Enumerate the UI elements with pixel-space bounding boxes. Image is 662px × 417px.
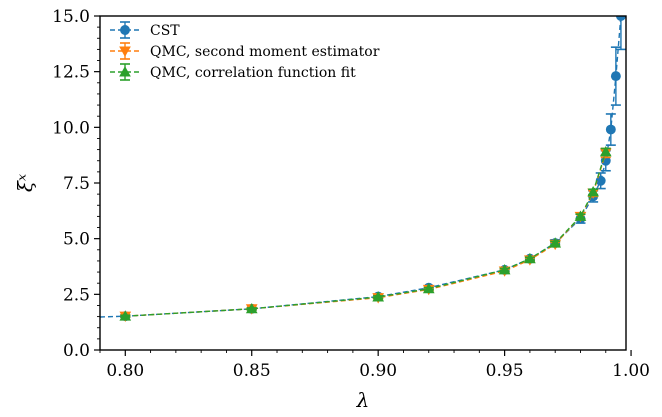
axis-ticks: 0.80 0.85 0.90 0.95 1.00 0.0 2.5 5.0 7.5 10.0 12.5…	[52, 7, 650, 381]
y-tick-label: 2.5	[63, 285, 90, 305]
y-tick-label: 10.0	[52, 118, 90, 138]
data-point	[610, 71, 621, 82]
data-point	[245, 302, 258, 314]
data-point	[422, 282, 435, 294]
data-point	[599, 145, 612, 157]
x-axis-label: λ	[356, 388, 370, 412]
data-point	[587, 186, 599, 197]
legend-item: CST	[110, 21, 180, 39]
series-2	[119, 147, 612, 323]
legend-item: QMC, correlation function fit	[110, 63, 356, 81]
data-point	[615, 16, 626, 21]
data-point	[119, 66, 131, 77]
x-tick-label: 0.90	[359, 361, 397, 381]
x-tick-label: 0.85	[233, 361, 271, 381]
plot-marks	[100, 16, 626, 323]
data-point	[372, 291, 385, 302]
series-line	[100, 16, 622, 318]
x-tick-label: 1.00	[612, 361, 650, 381]
y-tick-label: 5.0	[63, 230, 90, 250]
data-point	[119, 46, 131, 57]
legend-label: CST	[150, 23, 180, 39]
data-point	[120, 25, 130, 35]
series-3	[119, 145, 612, 321]
data-point	[549, 237, 562, 248]
data-point	[574, 210, 587, 221]
y-tick-label: 0.0	[63, 341, 90, 361]
legend: CST QMC, second moment estimator QMC, corr…	[110, 21, 380, 81]
legend-item: QMC, second moment estimator	[110, 42, 380, 60]
data-point	[498, 263, 511, 275]
y-tick-label: 7.5	[63, 174, 90, 194]
legend-label: QMC, second moment estimator	[150, 44, 380, 60]
y-axis-label: ξˣ	[13, 174, 37, 192]
data-point	[605, 124, 616, 135]
x-tick-label: 0.80	[106, 361, 144, 381]
x-tick-label: 0.95	[486, 361, 524, 381]
y-tick-label: 15.0	[52, 7, 90, 27]
y-tick-label: 12.5	[52, 63, 90, 83]
data-point	[119, 310, 132, 321]
legend-label: QMC, correlation function fit	[150, 65, 356, 81]
series-line	[125, 152, 607, 317]
data-point	[524, 252, 536, 264]
series-line	[125, 151, 607, 317]
